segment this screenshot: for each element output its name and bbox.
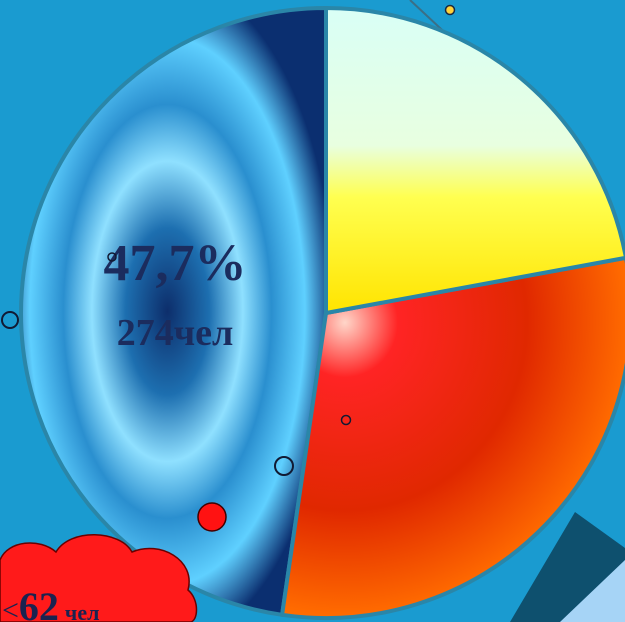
callout-prefix: < <box>2 594 19 622</box>
callout-cloud: <62 чел <box>0 534 198 622</box>
callout-unit: чел <box>65 600 100 622</box>
decor-bubble-red <box>197 502 227 532</box>
decor-bubble <box>274 456 294 476</box>
callout-number: 62 <box>19 584 59 622</box>
slice-value-label: 47,7% <box>104 235 247 292</box>
decor-bubble <box>340 414 352 426</box>
callout-text: <62 чел <box>2 584 99 622</box>
decor-light-triangle <box>560 560 625 622</box>
cloud-shape <box>0 534 198 622</box>
decor-bubble <box>444 4 456 16</box>
slice-count-label: 274чел <box>117 312 234 354</box>
pie-slice-2 <box>279 255 625 620</box>
decor-bubble <box>1 311 19 329</box>
pie-slice-1 <box>324 5 625 316</box>
decor-bubble <box>107 252 117 262</box>
pie-slices <box>18 5 625 620</box>
